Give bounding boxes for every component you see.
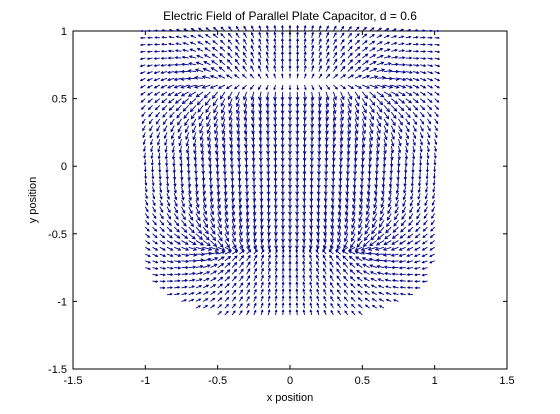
y-tick-label: 1 bbox=[61, 26, 67, 38]
y-axis-label: y position bbox=[27, 177, 39, 223]
x-tick-label: 1 bbox=[432, 375, 438, 387]
y-tick-label: -1.5 bbox=[48, 364, 67, 376]
y-tick-label: -1 bbox=[57, 296, 67, 308]
x-tick-label: -0.5 bbox=[208, 375, 227, 387]
x-axis-label: x position bbox=[267, 392, 313, 404]
y-tick-label: 0.5 bbox=[52, 94, 67, 106]
x-tick-label: 1.5 bbox=[499, 375, 514, 387]
x-tick-label: -1 bbox=[140, 375, 150, 387]
y-tick-label: -0.5 bbox=[48, 229, 67, 241]
chart-title: Electric Field of Parallel Plate Capacit… bbox=[163, 9, 417, 23]
x-tick-label: -1.5 bbox=[64, 375, 83, 387]
y-tick-label: 0 bbox=[61, 161, 67, 173]
x-tick-label: 0.5 bbox=[355, 375, 370, 387]
x-tick-label: 0 bbox=[287, 375, 293, 387]
